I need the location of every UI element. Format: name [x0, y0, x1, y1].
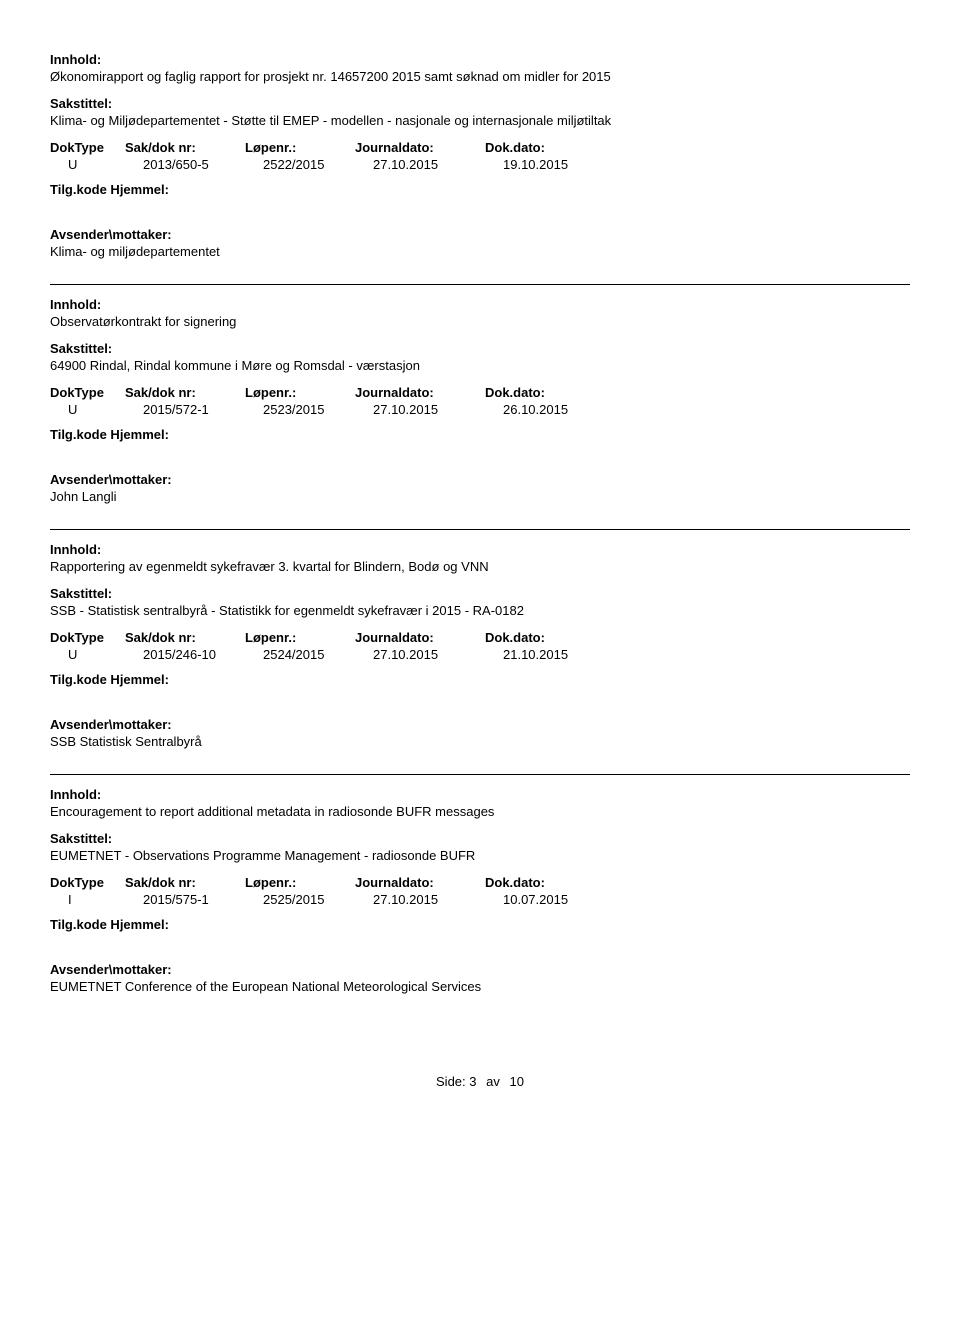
- journal-header: Journaldato:: [355, 875, 485, 890]
- innhold-label: Innhold:: [50, 297, 910, 312]
- tilg-label: Tilg.kode Hjemmel:: [50, 182, 910, 197]
- sakstittel-text: SSB - Statistisk sentralbyrå - Statistik…: [50, 603, 910, 618]
- data-row: U 2015/246-10 2524/2015 27.10.2015 21.10…: [50, 647, 910, 662]
- dokdato-header: Dok.dato:: [485, 630, 605, 645]
- tilg-label: Tilg.kode Hjemmel:: [50, 427, 910, 442]
- lopenr-header: Løpenr.:: [245, 385, 355, 400]
- journal-value: 27.10.2015: [373, 157, 503, 172]
- page-footer: Side: 3 av 10: [50, 1074, 910, 1089]
- avsender-label: Avsender\mottaker:: [50, 227, 910, 242]
- avsender-label: Avsender\mottaker:: [50, 472, 910, 487]
- lopenr-value: 2524/2015: [263, 647, 373, 662]
- doktype-value: U: [50, 157, 143, 172]
- data-row: I 2015/575-1 2525/2015 27.10.2015 10.07.…: [50, 892, 910, 907]
- lopenr-value: 2523/2015: [263, 402, 373, 417]
- doktype-header: DokType: [50, 385, 125, 400]
- avsender-label: Avsender\mottaker:: [50, 717, 910, 732]
- innhold-text: Observatørkontrakt for signering: [50, 314, 910, 329]
- tilg-label: Tilg.kode Hjemmel:: [50, 672, 910, 687]
- dokdato-value: 10.07.2015: [503, 892, 623, 907]
- footer-page: 3: [469, 1074, 476, 1089]
- journal-record: Innhold: Økonomirapport og faglig rappor…: [50, 52, 910, 259]
- lopenr-header: Løpenr.:: [245, 875, 355, 890]
- sak-value: 2013/650-5: [143, 157, 263, 172]
- lopenr-value: 2522/2015: [263, 157, 373, 172]
- avsender-label: Avsender\mottaker:: [50, 962, 910, 977]
- doktype-header: DokType: [50, 630, 125, 645]
- sakstittel-text: EUMETNET - Observations Programme Manage…: [50, 848, 910, 863]
- journal-value: 27.10.2015: [373, 892, 503, 907]
- doktype-value: I: [50, 892, 143, 907]
- tilg-label: Tilg.kode Hjemmel:: [50, 917, 910, 932]
- sak-value: 2015/572-1: [143, 402, 263, 417]
- sak-header: Sak/dok nr:: [125, 630, 245, 645]
- sakstittel-label: Sakstittel:: [50, 831, 910, 846]
- lopenr-value: 2525/2015: [263, 892, 373, 907]
- avsender-value: EUMETNET Conference of the European Nati…: [50, 979, 910, 994]
- lopenr-header: Løpenr.:: [245, 140, 355, 155]
- column-headers: DokType Sak/dok nr: Løpenr.: Journaldato…: [50, 875, 910, 890]
- innhold-label: Innhold:: [50, 787, 910, 802]
- journal-record: Innhold: Rapportering av egenmeldt sykef…: [50, 529, 910, 749]
- dokdato-header: Dok.dato:: [485, 875, 605, 890]
- sak-value: 2015/246-10: [143, 647, 263, 662]
- sakstittel-label: Sakstittel:: [50, 96, 910, 111]
- journal-header: Journaldato:: [355, 630, 485, 645]
- sakstittel-text: Klima- og Miljødepartementet - Støtte ti…: [50, 113, 910, 128]
- dokdato-value: 21.10.2015: [503, 647, 623, 662]
- sak-header: Sak/dok nr:: [125, 385, 245, 400]
- footer-av: av: [486, 1074, 500, 1089]
- column-headers: DokType Sak/dok nr: Løpenr.: Journaldato…: [50, 140, 910, 155]
- sak-header: Sak/dok nr:: [125, 140, 245, 155]
- avsender-value: Klima- og miljødepartementet: [50, 244, 910, 259]
- innhold-text: Encouragement to report additional metad…: [50, 804, 910, 819]
- column-headers: DokType Sak/dok nr: Løpenr.: Journaldato…: [50, 385, 910, 400]
- doktype-value: U: [50, 402, 143, 417]
- journal-record: Innhold: Encouragement to report additio…: [50, 774, 910, 994]
- dokdato-value: 26.10.2015: [503, 402, 623, 417]
- innhold-label: Innhold:: [50, 542, 910, 557]
- innhold-text: Økonomirapport og faglig rapport for pro…: [50, 69, 910, 84]
- sakstittel-label: Sakstittel:: [50, 341, 910, 356]
- dokdato-value: 19.10.2015: [503, 157, 623, 172]
- sakstittel-label: Sakstittel:: [50, 586, 910, 601]
- doktype-header: DokType: [50, 140, 125, 155]
- data-row: U 2015/572-1 2523/2015 27.10.2015 26.10.…: [50, 402, 910, 417]
- dokdato-header: Dok.dato:: [485, 140, 605, 155]
- journal-value: 27.10.2015: [373, 647, 503, 662]
- lopenr-header: Løpenr.:: [245, 630, 355, 645]
- journal-record: Innhold: Observatørkontrakt for signerin…: [50, 284, 910, 504]
- footer-total: 10: [510, 1074, 524, 1089]
- sakstittel-text: 64900 Rindal, Rindal kommune i Møre og R…: [50, 358, 910, 373]
- journal-value: 27.10.2015: [373, 402, 503, 417]
- doktype-header: DokType: [50, 875, 125, 890]
- sak-header: Sak/dok nr:: [125, 875, 245, 890]
- doktype-value: U: [50, 647, 143, 662]
- avsender-value: John Langli: [50, 489, 910, 504]
- journal-header: Journaldato:: [355, 140, 485, 155]
- innhold-label: Innhold:: [50, 52, 910, 67]
- innhold-text: Rapportering av egenmeldt sykefravær 3. …: [50, 559, 910, 574]
- avsender-value: SSB Statistisk Sentralbyrå: [50, 734, 910, 749]
- journal-header: Journaldato:: [355, 385, 485, 400]
- sak-value: 2015/575-1: [143, 892, 263, 907]
- dokdato-header: Dok.dato:: [485, 385, 605, 400]
- data-row: U 2013/650-5 2522/2015 27.10.2015 19.10.…: [50, 157, 910, 172]
- column-headers: DokType Sak/dok nr: Løpenr.: Journaldato…: [50, 630, 910, 645]
- footer-label: Side:: [436, 1074, 466, 1089]
